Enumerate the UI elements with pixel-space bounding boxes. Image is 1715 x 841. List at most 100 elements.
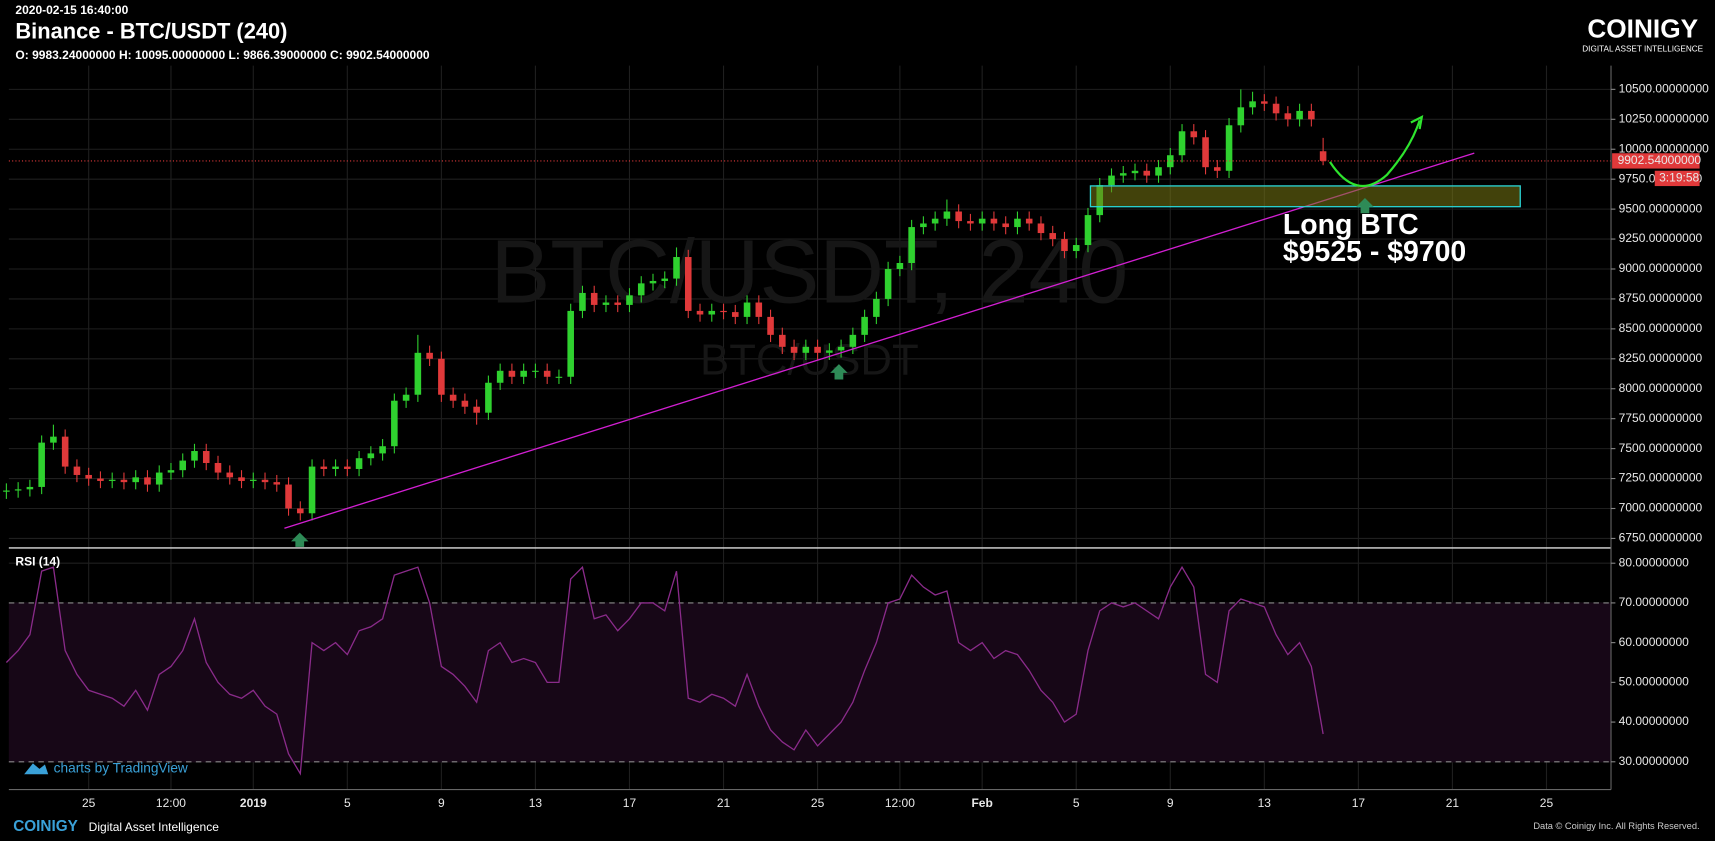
x-tick-label: 5 [1073, 796, 1080, 810]
countdown: 3:19:58 [1659, 171, 1699, 185]
x-tick-label: 17 [1352, 796, 1366, 810]
candle-body [532, 370, 539, 372]
candle-body [790, 346, 798, 353]
candle-body [555, 376, 563, 378]
x-tick-label: 9 [438, 796, 445, 810]
candle-body [661, 278, 669, 281]
annotation: $9525 - $9700 [1283, 236, 1466, 268]
candle-body [579, 292, 586, 311]
candle-body [85, 474, 92, 479]
candle-body [1190, 131, 1198, 138]
candle-body [1037, 223, 1045, 234]
y-tick-label: 9500.00000000 [1619, 201, 1703, 215]
y-tick-label: 70.00000000 [1619, 595, 1689, 609]
projection-arrow [1329, 119, 1421, 187]
y-tick-label: 10250.00000000 [1619, 111, 1710, 125]
candle-body [485, 382, 492, 413]
candle-body [438, 358, 445, 395]
footer-logo: COINIGY [13, 818, 78, 835]
candle-body [1308, 110, 1315, 120]
candle-body [767, 316, 774, 335]
arrow-head [1410, 115, 1424, 130]
candle-body [684, 257, 692, 311]
y-tick-label: 8750.00000000 [1619, 291, 1703, 305]
candle-body [238, 477, 245, 481]
candle-body [1214, 167, 1221, 171]
candle-body [920, 223, 927, 228]
candle-body [943, 211, 951, 219]
candle-body [1178, 131, 1186, 156]
candle-body [696, 310, 704, 315]
candle-body [1002, 223, 1009, 228]
y-tick-label: 7000.00000000 [1619, 501, 1703, 515]
tradingview-credit[interactable]: charts by TradingView [54, 760, 188, 775]
x-tick-label: 25 [82, 796, 96, 810]
candle-body [732, 312, 739, 317]
tradingview-icon [24, 763, 49, 775]
candle-body [3, 490, 10, 492]
y-tick-label: 40.00000000 [1619, 714, 1689, 728]
copyright: Data © Coinigy Inc. All Rights Reserved. [1533, 821, 1699, 831]
candle-body [73, 466, 81, 475]
candle-body [249, 479, 257, 481]
candle-body [802, 346, 810, 353]
candle-body [50, 436, 57, 443]
candle-body [978, 218, 986, 224]
candle-body [1319, 151, 1327, 161]
candle-body [602, 302, 610, 305]
candle-body [649, 280, 657, 284]
rsi-title: RSI (14) [15, 554, 60, 568]
x-tick-label: 17 [623, 796, 637, 810]
candle-body [837, 346, 845, 351]
candle-body [391, 400, 398, 447]
candle-body [1049, 233, 1056, 240]
candle-body [779, 334, 786, 347]
x-tick-label: 13 [529, 796, 543, 810]
x-tick-label: 13 [1258, 796, 1272, 810]
y-tick-label: 9250.00000000 [1619, 231, 1703, 245]
candle-body [496, 370, 504, 383]
candle-body [167, 470, 175, 473]
candle-body [14, 489, 22, 491]
long-zone [1089, 185, 1521, 208]
candle-body [1061, 239, 1068, 252]
up-arrow [1356, 197, 1374, 214]
candle-body [543, 370, 551, 377]
candle-body [896, 263, 904, 269]
candle-body [826, 350, 833, 353]
candle-body [1025, 218, 1033, 224]
x-tick-label: 2019 [240, 796, 267, 810]
candle-body [849, 334, 857, 347]
candle-body [967, 221, 974, 224]
countdown-bg [1654, 170, 1700, 187]
candle-body [1249, 101, 1256, 108]
candle-body [297, 508, 304, 514]
candle-body [708, 310, 716, 315]
candle-body [908, 227, 915, 264]
candle-body [590, 292, 598, 305]
candle-body [1108, 175, 1115, 186]
x-tick-label: 12:00 [885, 796, 915, 810]
candle-body [144, 477, 151, 485]
candle-body [1261, 101, 1268, 104]
candle-body [273, 482, 281, 485]
candle-body [673, 257, 680, 279]
candle-body [743, 302, 751, 317]
candle-body [884, 268, 892, 299]
candle-body [308, 466, 316, 514]
y-tick-label: 30.00000000 [1619, 754, 1689, 768]
candle-body [1014, 218, 1021, 228]
timestamp: 2020-02-15 16:40:00 [15, 3, 128, 17]
candle-body [637, 283, 645, 296]
x-tick-label: 5 [344, 796, 351, 810]
candle-body [202, 451, 210, 463]
y-tick-label: 8500.00000000 [1619, 321, 1703, 335]
trendline [284, 152, 1475, 529]
candle-body [120, 479, 128, 483]
candle-body [367, 453, 375, 459]
logo: COINIGY [1587, 14, 1698, 44]
candle-body [26, 486, 34, 490]
candle-body [226, 472, 234, 478]
